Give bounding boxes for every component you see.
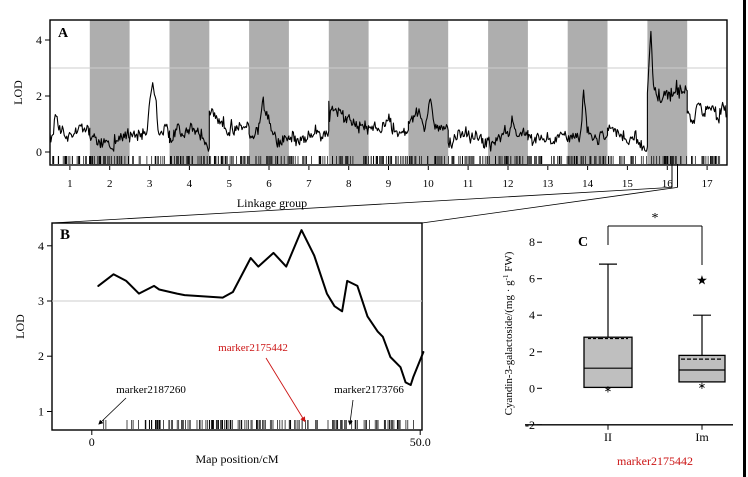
svg-text:1: 1 xyxy=(67,178,73,190)
svg-text:12: 12 xyxy=(503,178,514,190)
svg-text:4: 4 xyxy=(38,239,44,253)
svg-text:A: A xyxy=(58,26,69,41)
svg-text:8: 8 xyxy=(529,235,535,249)
svg-text:Im: Im xyxy=(695,430,709,444)
svg-text:marker2173766: marker2173766 xyxy=(334,384,404,396)
svg-text:LOD: LOD xyxy=(13,314,27,339)
svg-text:4: 4 xyxy=(36,33,42,47)
svg-text:0: 0 xyxy=(529,381,535,395)
svg-text:14: 14 xyxy=(582,178,594,190)
svg-text:7: 7 xyxy=(306,178,312,190)
svg-text:5: 5 xyxy=(226,178,232,190)
svg-text:2: 2 xyxy=(38,349,44,363)
svg-text:marker2187260: marker2187260 xyxy=(116,384,186,396)
svg-text:Linkage group: Linkage group xyxy=(237,196,307,210)
svg-text:LOD: LOD xyxy=(11,80,25,105)
svg-text:1: 1 xyxy=(38,405,44,419)
svg-text:Map position/cM: Map position/cM xyxy=(196,452,279,466)
svg-text:50.0: 50.0 xyxy=(410,435,431,449)
svg-text:B: B xyxy=(60,227,70,243)
svg-text:4: 4 xyxy=(187,178,193,190)
svg-text:∗: ∗ xyxy=(698,381,706,392)
svg-text:9: 9 xyxy=(386,178,392,190)
svg-text:C: C xyxy=(578,235,588,250)
svg-text:10: 10 xyxy=(423,178,435,190)
svg-text:0: 0 xyxy=(36,145,42,159)
svg-text:2: 2 xyxy=(107,178,113,190)
svg-text:11: 11 xyxy=(463,178,474,190)
svg-text:8: 8 xyxy=(346,178,352,190)
svg-text:marker2175442: marker2175442 xyxy=(218,342,288,354)
svg-text:4: 4 xyxy=(529,308,535,322)
svg-text:2: 2 xyxy=(36,89,42,103)
svg-text:13: 13 xyxy=(542,178,554,190)
svg-text:*: * xyxy=(652,211,659,226)
svg-text:3: 3 xyxy=(147,178,153,190)
svg-text:15: 15 xyxy=(622,178,634,190)
svg-text:marker2175442: marker2175442 xyxy=(617,454,693,468)
svg-text:6: 6 xyxy=(529,272,535,286)
svg-text:3: 3 xyxy=(38,294,44,308)
svg-text:2: 2 xyxy=(529,345,535,359)
svg-text:II: II xyxy=(604,430,612,444)
svg-text:★: ★ xyxy=(696,273,708,288)
svg-text:6: 6 xyxy=(266,178,272,190)
svg-text:∗: ∗ xyxy=(604,384,612,395)
svg-text:17: 17 xyxy=(702,178,714,190)
svg-text:0: 0 xyxy=(89,435,95,449)
